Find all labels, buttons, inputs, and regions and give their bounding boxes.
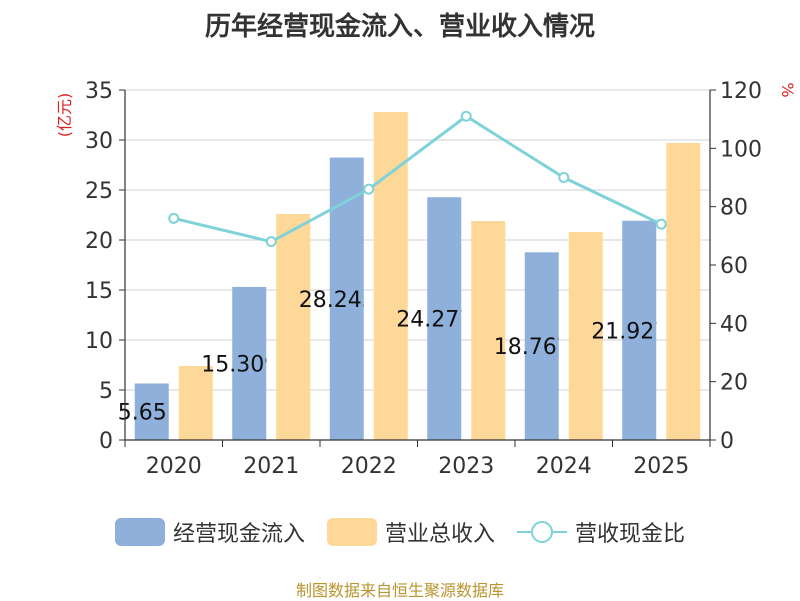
bars <box>134 112 701 440</box>
y-right-axis-label: % <box>778 82 797 97</box>
bar-cash-inflow <box>622 220 657 440</box>
legend-item-revenue[interactable]: 营业总收入 <box>326 516 495 548</box>
y-left-tick-label: 20 <box>85 229 113 254</box>
ratio-line-path <box>173 114 662 244</box>
gridlines <box>125 89 710 391</box>
ratio-point <box>460 110 472 122</box>
y-left-tick-label: 15 <box>85 279 113 304</box>
bar-value-label: 28.243 <box>299 288 376 313</box>
y-right-tick-label: 0 <box>720 429 734 454</box>
ratio-point <box>265 236 277 248</box>
y-left-tick-label: 5 <box>99 379 113 404</box>
y-left-axis-label: (亿元) <box>55 93 74 138</box>
ratio-point <box>363 183 375 195</box>
bar-revenue <box>471 221 506 440</box>
y-right-tick-label: 80 <box>720 196 748 221</box>
bar-cash-inflow <box>232 286 267 440</box>
bar-value-label: 15.309 <box>201 352 278 377</box>
ratio-point <box>655 218 667 230</box>
x-tick-label: 2023 <box>438 454 494 479</box>
legend-swatch-cash-inflow <box>114 518 165 546</box>
x-tick-label: 2024 <box>536 454 592 479</box>
ratio-point <box>558 172 570 183</box>
bar-value-label: 5.651 <box>118 401 181 426</box>
y-right-tick-label: 100 <box>720 137 762 162</box>
y-left-tick-label: 35 <box>85 79 113 104</box>
y-right-tick-label: 60 <box>720 254 748 279</box>
legend-swatch-revenue <box>326 518 377 546</box>
bar-cash-inflow <box>329 157 364 440</box>
legend-item-cash-inflow[interactable]: 经营现金流入 <box>114 516 305 548</box>
bar-revenue <box>568 232 603 440</box>
bar-cash-inflow <box>134 383 169 440</box>
y-left-tick-label: 10 <box>85 329 113 354</box>
legend: 经营现金流入 营业总收入 营收现金比 <box>0 516 800 548</box>
ratio-line <box>168 110 667 248</box>
legend-item-ratio[interactable]: 营收现金比 <box>517 516 685 548</box>
bar-value-label: 18.767 <box>494 335 571 360</box>
bar-cash-inflow <box>524 252 559 440</box>
source-note: 制图数据来自恒生聚源数据库 <box>295 581 504 600</box>
y-right-tick-label: 40 <box>720 312 748 337</box>
bar-cash-inflow <box>427 197 462 440</box>
bar-revenue <box>666 143 701 440</box>
y-left-tick-label: 25 <box>85 179 113 204</box>
y-right-tick-label: 20 <box>720 371 748 396</box>
chart-title: 历年经营现金流入、营业收入情况 <box>204 12 595 42</box>
x-tick-label: 2025 <box>633 454 689 479</box>
bar-value-labels: 5.651 15.309 28.243 24.277 18.767 21.927 <box>118 288 668 426</box>
bar-value-label: 24.277 <box>396 308 473 333</box>
legend-label-revenue: 营业总收入 <box>384 522 495 547</box>
bar-revenue <box>373 112 408 440</box>
legend-label-cash-inflow: 经营现金流入 <box>172 522 305 547</box>
legend-swatch-ratio <box>517 518 567 546</box>
bar-value-label: 21.927 <box>591 319 668 344</box>
y-left-tick-label: 30 <box>85 129 113 154</box>
bar-revenue <box>178 366 213 440</box>
x-tick-label: 2021 <box>243 454 299 479</box>
bar-revenue <box>276 214 311 440</box>
ratio-point <box>168 212 180 224</box>
legend-label-ratio: 营收现金比 <box>575 522 686 547</box>
y-right-tick-label: 120 <box>720 79 762 104</box>
y-left-tick-label: 0 <box>99 429 113 454</box>
x-tick-label: 2020 <box>146 454 202 479</box>
x-tick-label: 2022 <box>341 454 397 479</box>
